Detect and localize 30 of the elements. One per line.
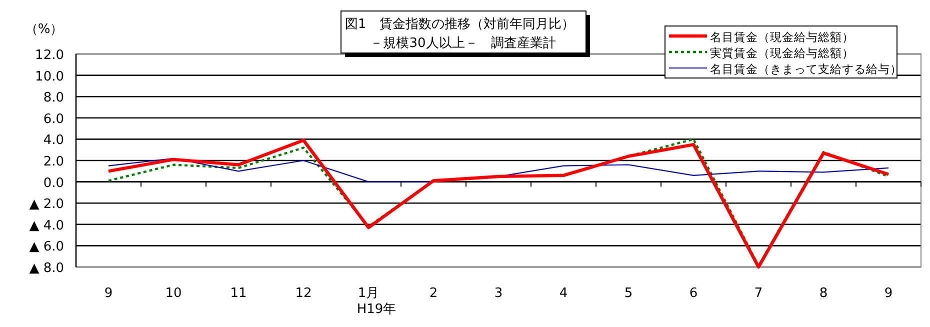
x-tick-label: 5	[624, 286, 633, 301]
y-tick-label: 12.0	[35, 48, 64, 63]
legend-label: 名目賃金（きまって支給する給与）	[710, 62, 902, 76]
x-tick-label: 8	[819, 286, 828, 301]
x-tick-label: 11	[230, 286, 247, 301]
y-tick-label: ▲ 6.0	[29, 240, 64, 255]
y-tick-label: 0.0	[43, 176, 64, 191]
x-tick-label: 10	[165, 286, 182, 301]
y-tick-label: ▲ 2.0	[29, 197, 64, 212]
y-axis-title: （%）	[24, 22, 64, 37]
x-tick-label: 1月 H19年	[356, 286, 396, 317]
y-tick-label: ▲ 4.0	[29, 218, 64, 234]
x-tick-label: 6	[689, 286, 698, 301]
x-tick-label: 12	[295, 286, 312, 301]
x-tick-label: 2	[429, 286, 438, 301]
chart-title: 図1 賃金指数の推移（対前年同月比）	[345, 16, 574, 32]
y-tick-label: ▲ 8.0	[29, 261, 64, 276]
legend-label: 名目賃金（現金給与総額）	[710, 30, 854, 44]
y-tick-label: 6.0	[43, 112, 64, 127]
x-tick-label: 4	[559, 286, 568, 301]
y-tick-label: 2.0	[43, 154, 64, 170]
y-tick-label: 8.0	[43, 90, 64, 106]
y-tick-label: 4.0	[43, 133, 64, 148]
x-tick-label: 9	[104, 286, 113, 301]
chart-subtitle: －規模30人以上－ 調査産業計	[370, 35, 556, 51]
x-tick-label: 9	[884, 286, 893, 301]
x-tick-label: 7	[754, 286, 763, 301]
y-tick-label: 10.0	[35, 69, 64, 84]
x-tick-label: 3	[494, 286, 503, 301]
legend-label: 実質賃金（現金給与総額）	[710, 46, 854, 60]
